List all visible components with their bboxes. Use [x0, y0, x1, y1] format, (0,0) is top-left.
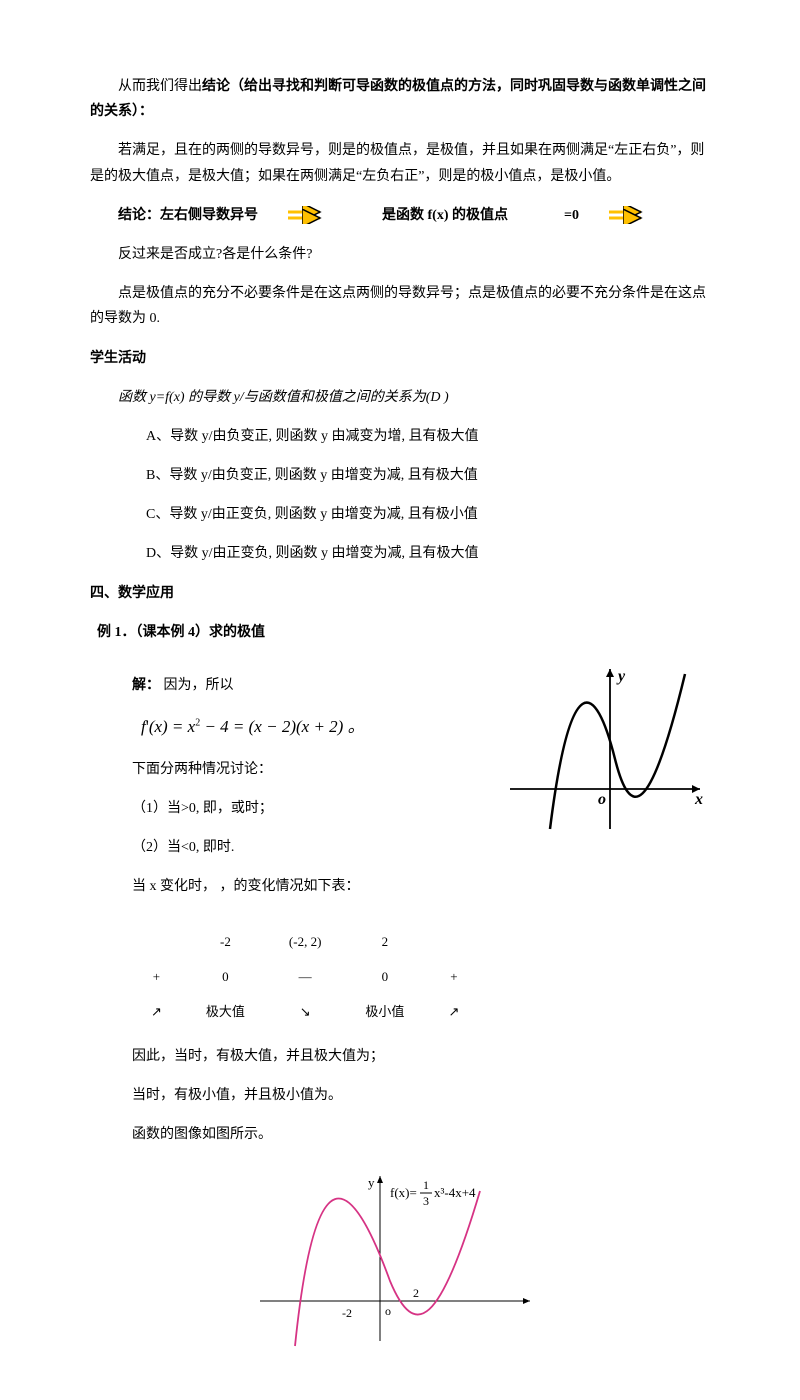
solution-text-block: 解： 因为，所以 f'(x) = x2 − 4 = (x − 2)(x + 2)…: [90, 659, 490, 914]
conclusion-right: =0: [536, 203, 579, 228]
conclusion-1: 因此，当时，有极大值，并且极大值为；: [132, 1044, 710, 1069]
minus2-label: -2: [342, 1306, 352, 1320]
o-label: o: [385, 1304, 391, 1318]
cell: ↗: [426, 994, 481, 1029]
conclusion-mid: 是函数 f(x) 的极值点: [354, 203, 508, 228]
activity-option-b: B、导数 y/由负变正, 则函数 y 由增变为减, 且有极大值: [146, 463, 710, 488]
cell: +: [129, 959, 184, 994]
cell: ↘: [267, 994, 344, 1029]
example-label: 例 1．（课本例 4）求的极值: [97, 620, 710, 645]
case-2: （2）当<0, 即时.: [132, 835, 490, 860]
conclusion-line: 结论：左右侧导数异号 是函数 f(x) 的极值点 =0: [90, 203, 710, 228]
derivative-formula: f'(x) = x2 − 4 = (x − 2)(x + 2) 。: [141, 712, 490, 743]
activity-stem: 函数 y=f(x) 的导数 y/与函数值和极值之间的关系为(D ): [90, 385, 710, 410]
intro-paragraph-2: 若满足，且在的两侧的导数异号，则是的极值点，是极值，并且如果在两侧满足“左正右负…: [90, 138, 710, 188]
cell: 0: [343, 959, 426, 994]
table-row: -2 (-2, 2) 2: [129, 924, 481, 959]
followup-question: 反过来是否成立?各是什么条件?: [90, 242, 710, 267]
table-row: + 0 — 0 +: [129, 959, 481, 994]
solution-text: 因为，所以: [164, 678, 234, 693]
y-label: y: [368, 1175, 375, 1190]
application-title: 四、数学应用: [90, 581, 710, 606]
example-number: 例 1．（课本例 4）求的极值: [97, 625, 265, 640]
activity-option-c: C、导数 y/由正变负, 则函数 y 由增变为减, 且有极小值: [146, 502, 710, 527]
activity-option-d: D、导数 y/由正变负, 则函数 y 由增变为减, 且有极大值: [146, 541, 710, 566]
table-intro: 当 x 变化时， ，的变化情况如下表：: [132, 874, 490, 899]
frac-bot: 3: [423, 1194, 429, 1208]
cell: (-2, 2): [267, 924, 344, 959]
intro-text-1: 从而我们得出结论（给出寻找和判断可导函数的极值点的方法，同时巩固导数与函数单调性…: [90, 79, 706, 119]
solution-label: 解：: [132, 678, 160, 693]
sign-table: -2 (-2, 2) 2 + 0 — 0 + ↗ 极大值 ↘ 极小值 ↗: [129, 924, 481, 1030]
cell: —: [267, 959, 344, 994]
cell: [426, 924, 481, 959]
x-axis-label: x: [694, 791, 703, 808]
two-label: 2: [413, 1286, 419, 1300]
cubic-graph-2: y o -2 2 f(x)= 1 3 x³-4x+4: [90, 1161, 710, 1360]
discuss-line: 下面分两种情况讨论：: [132, 757, 490, 782]
solution-line: 解： 因为，所以: [132, 673, 490, 698]
activity-title: 学生活动: [90, 346, 710, 371]
conclusion-2: 当时，有极小值，并且极小值为。: [132, 1083, 710, 1108]
table-row: ↗ 极大值 ↘ 极小值 ↗: [129, 994, 481, 1029]
fx-label: f(x)=: [390, 1185, 417, 1200]
cell: ↗: [129, 994, 184, 1029]
conclusion-3: 函数的图像如图所示。: [132, 1122, 710, 1147]
fx-tail: x³-4x+4: [434, 1185, 476, 1200]
followup-answer: 点是极值点的充分不必要条件是在这点两侧的导数异号；点是极值点的必要不充分条件是在…: [90, 281, 710, 331]
double-arrow-icon-1: [286, 206, 326, 224]
case-1: （1）当>0, 即，或时；: [132, 796, 490, 821]
double-arrow-icon-2: [607, 206, 647, 224]
origin-label: o: [598, 791, 606, 808]
cell: 2: [343, 924, 426, 959]
activity-option-a: A、导数 y/由负变正, 则函数 y 由减变为增, 且有极大值: [146, 424, 710, 449]
cell: 0: [184, 959, 267, 994]
cell: +: [426, 959, 481, 994]
solution-with-graph: 解： 因为，所以 f'(x) = x2 − 4 = (x − 2)(x + 2)…: [90, 659, 710, 914]
frac-top: 1: [423, 1178, 429, 1192]
cell: -2: [184, 924, 267, 959]
y-axis-label: y: [616, 668, 626, 685]
intro-paragraph-1: 从而我们得出结论（给出寻找和判断可导函数的极值点的方法，同时巩固导数与函数单调性…: [90, 74, 710, 124]
conclusion-left: 结论：左右侧导数异号: [90, 203, 258, 228]
cubic-graph-1: y o x: [500, 659, 710, 848]
cell: [129, 924, 184, 959]
cell: 极小值: [343, 994, 426, 1029]
cell: 极大值: [184, 994, 267, 1029]
